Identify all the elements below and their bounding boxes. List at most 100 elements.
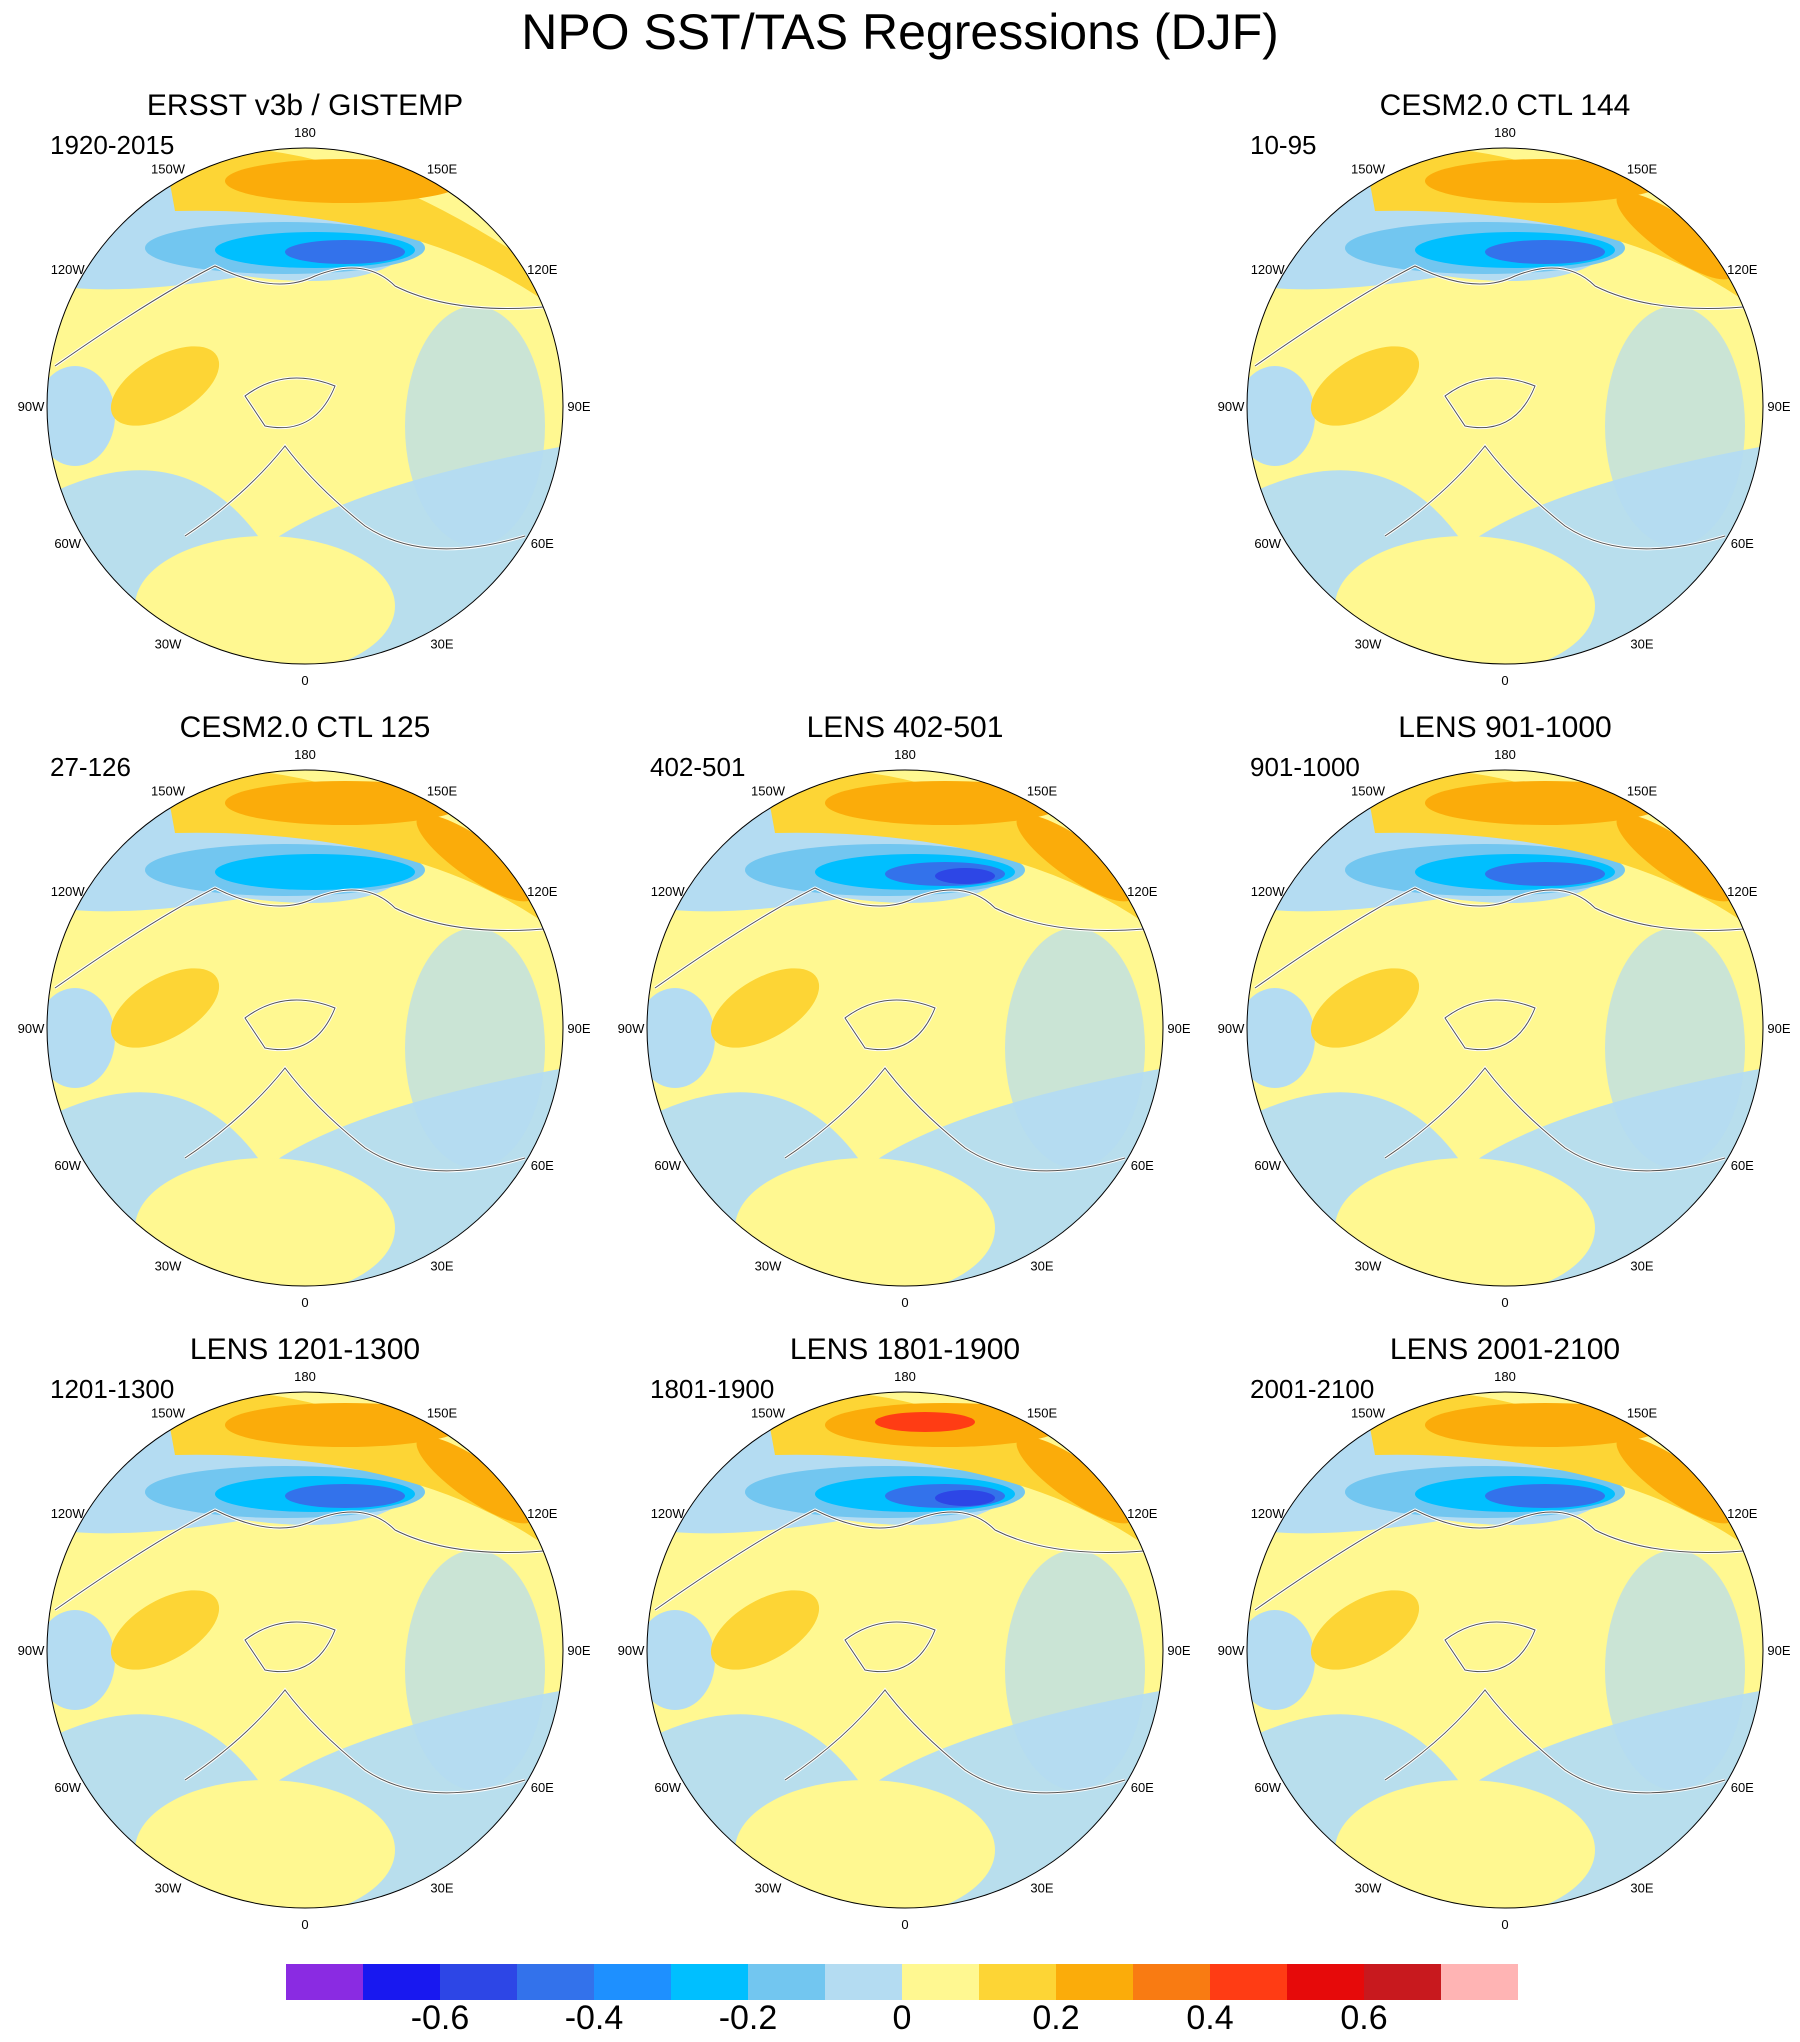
coastlines: [1254, 1508, 1756, 1795]
lon-label: 180: [894, 747, 916, 762]
lon-label: 150W: [1351, 1406, 1386, 1421]
lon-label: 30E: [430, 1258, 453, 1273]
colorbar-swatch: [748, 1964, 825, 2000]
lon-label: 30W: [155, 1258, 182, 1273]
panel-title: LENS 2001-2100: [1389, 1333, 1621, 1366]
lon-label: 0: [901, 1917, 908, 1932]
colorbar-swatch: [286, 1964, 363, 2000]
colorbar-swatch: [671, 1964, 748, 2000]
lon-label: 60E: [531, 1780, 554, 1795]
anomaly-field: [1247, 148, 1763, 664]
lon-label: 120W: [1251, 262, 1286, 277]
panel-title: ERSST v3b / GISTEMP: [146, 89, 464, 122]
panel-lens-1801-1900: LENS 1801-1900 1801-1900 180 150E 120E 90E 6…: [605, 1332, 1205, 1952]
lon-label: 60W: [54, 1158, 81, 1173]
polar-map: 180 150E 120E 90E 60E 30E 0 30W 60W 90W 120W 150W: [1218, 1369, 1791, 1932]
lon-label: 0: [1501, 1295, 1508, 1310]
lon-label: 60W: [1254, 1780, 1281, 1795]
anomaly-field: [47, 148, 563, 664]
lon-label: 30W: [1355, 1258, 1382, 1273]
lon-label: 0: [301, 673, 308, 688]
colorbar-swatch: [1364, 1964, 1441, 2000]
lon-label: 150E: [1627, 162, 1658, 177]
colorbar-swatch: [363, 1964, 440, 2000]
lon-label: 30E: [430, 636, 453, 651]
lon-label: 120W: [1251, 1506, 1286, 1521]
panel-period: 10-95: [1250, 130, 1317, 160]
lon-label: 150W: [1351, 784, 1386, 799]
lon-label: 150W: [1351, 162, 1386, 177]
lon-label: 120W: [51, 262, 86, 277]
lon-label: 150E: [1027, 784, 1058, 799]
lon-label: 30W: [1355, 1880, 1382, 1895]
colorbar-swatch: [594, 1964, 671, 2000]
colorbar-tick-label: -0.4: [564, 1999, 624, 2037]
lon-label: 120E: [527, 884, 558, 899]
map-outline: [646, 769, 1164, 1287]
lon-label: 0: [901, 1295, 908, 1310]
colorbar-tick-label: 0: [892, 1999, 912, 2037]
map-outline: [1246, 147, 1764, 665]
lon-label: 120W: [651, 884, 686, 899]
panel-title: CESM2.0 CTL 125: [179, 711, 431, 744]
panel-title: LENS 901-1000: [1398, 711, 1612, 744]
lon-label: 180: [1494, 1369, 1516, 1384]
panel-period: 901-1000: [1250, 752, 1360, 782]
panel-period: 402-501: [650, 752, 746, 782]
lon-label: 30E: [1630, 1258, 1653, 1273]
lon-label: 90E: [567, 399, 590, 414]
lon-label: 60E: [1131, 1158, 1154, 1173]
lon-label: 120E: [527, 262, 558, 277]
lon-label: 150E: [1627, 1406, 1658, 1421]
colorbar-swatch: [517, 1964, 594, 2000]
lon-label: 0: [301, 1295, 308, 1310]
lon-label: 30W: [155, 636, 182, 651]
polar-map: 180 150E 120E 90E 60E 30E 0 30W 60W 90W 120W 150W: [1218, 125, 1791, 688]
anomaly-field: [47, 770, 563, 1286]
panel-lens-901-1000: LENS 901-1000 901-1000 180 150E 120E 90E 60E…: [1205, 710, 1800, 1330]
lon-label: 60E: [1131, 1780, 1154, 1795]
lon-label: 150E: [427, 1406, 458, 1421]
coastlines: [1254, 886, 1756, 1173]
lon-label: 90W: [1218, 1643, 1245, 1658]
lon-label: 120E: [1127, 884, 1158, 899]
lon-label: 150W: [751, 784, 786, 799]
lon-label: 120E: [1727, 262, 1758, 277]
coastlines: [654, 1508, 1156, 1795]
colorbar-tick-label: 0.4: [1186, 1999, 1234, 2037]
lon-label: 30W: [755, 1880, 782, 1895]
panel-period: 1201-1300: [50, 1374, 175, 1404]
colorbar-tick-label: -0.6: [410, 1999, 470, 2037]
anomaly-field: [1247, 770, 1763, 1286]
figure-title: NPO SST/TAS Regressions (DJF): [521, 4, 1279, 60]
lon-label: 90E: [1167, 1021, 1190, 1036]
panel-title: LENS 1801-1900: [789, 1333, 1021, 1366]
lon-label: 150W: [151, 784, 186, 799]
lon-label: 60E: [531, 536, 554, 551]
lon-label: 60W: [654, 1780, 681, 1795]
lon-label: 30W: [1355, 636, 1382, 651]
panel-lens-402-501: LENS 402-501 402-501 180 150E 120E 90E 60E 30…: [605, 710, 1205, 1330]
colorbar-swatch: [440, 1964, 517, 2000]
colorbar: [286, 1964, 1518, 2000]
lon-label: 150E: [1027, 1406, 1058, 1421]
map-outline: [46, 769, 564, 1287]
colorbar-swatch: [902, 1964, 979, 2000]
lon-label: 60E: [531, 1158, 554, 1173]
lon-label: 90E: [1167, 1643, 1190, 1658]
lon-label: 150W: [751, 1406, 786, 1421]
lon-label: 60W: [1254, 536, 1281, 551]
coastlines: [54, 1508, 556, 1795]
lon-label: 150E: [427, 784, 458, 799]
lon-label: 60W: [1254, 1158, 1281, 1173]
colorbar-swatch: [979, 1964, 1056, 2000]
panel-lens-1201-1300: LENS 1201-1300 1201-1300 180 150E 120E 90E 6…: [5, 1332, 605, 1952]
map-outline: [1246, 769, 1764, 1287]
panel-cesm2-ctl-125: CESM2.0 CTL 125 27-126 180 150E 120E 90E 60E…: [5, 710, 605, 1330]
anomaly-field: [1247, 1392, 1763, 1908]
lon-label: 180: [1494, 125, 1516, 140]
lon-label: 120W: [1251, 884, 1286, 899]
lon-label: 60E: [1731, 1780, 1754, 1795]
panel-lens-2001-2100: LENS 2001-2100 2001-2100 180 150E 120E 90E 6…: [1205, 1332, 1800, 1952]
colorbar-tick-label: 0.2: [1032, 1999, 1080, 2037]
